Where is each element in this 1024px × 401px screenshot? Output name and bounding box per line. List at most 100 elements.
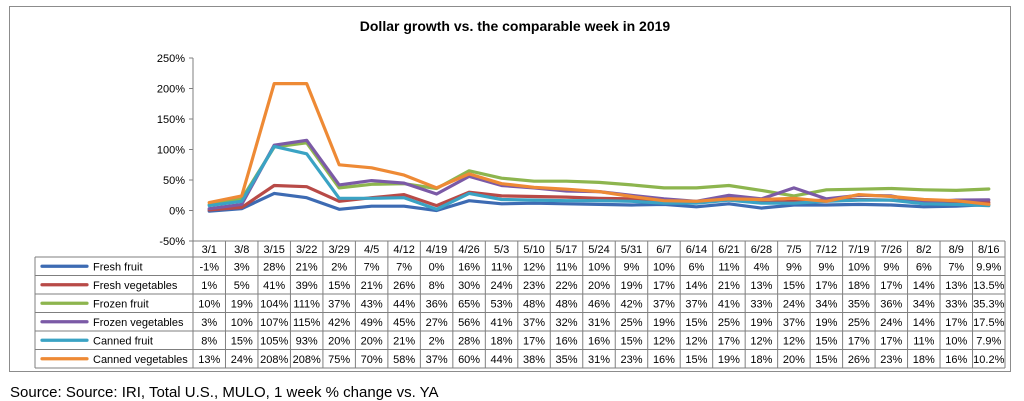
y-tick-label: 250% bbox=[157, 53, 185, 65]
x-tick-label: 6/14 bbox=[686, 244, 707, 256]
data-label: 111% bbox=[293, 298, 320, 310]
chart-frame: Dollar growth vs. the comparable week in… bbox=[9, 6, 1011, 401]
x-tick-label: 8/9 bbox=[949, 244, 964, 256]
data-label: 21% bbox=[393, 335, 415, 347]
source-note: Source: Source: IRI, Total U.S., MULO, 1… bbox=[10, 384, 439, 401]
data-label: 24% bbox=[491, 280, 513, 292]
data-label: 26% bbox=[393, 280, 415, 292]
data-label: 10% bbox=[945, 335, 967, 347]
data-label: 11% bbox=[491, 261, 512, 273]
legend-label: Frozen fruit bbox=[93, 298, 149, 310]
data-label: 10% bbox=[653, 261, 675, 273]
y-axis-ticks: 250% 200% 150% 100% 50% 0% -50% bbox=[157, 53, 193, 248]
data-label: 42% bbox=[620, 298, 642, 310]
data-label: 39% bbox=[296, 280, 318, 292]
data-label: 21% bbox=[296, 261, 318, 273]
data-label: 35% bbox=[848, 298, 870, 310]
data-label: 10% bbox=[231, 317, 253, 329]
data-label: 15% bbox=[231, 335, 253, 347]
x-tick-label: 4/26 bbox=[458, 244, 479, 256]
data-label: 27% bbox=[426, 317, 448, 329]
data-label: 10.2% bbox=[973, 354, 1004, 366]
data-label: 37% bbox=[685, 298, 707, 310]
data-label: 9% bbox=[883, 261, 899, 273]
data-label: 37% bbox=[783, 317, 805, 329]
data-label: 13% bbox=[945, 280, 967, 292]
y-tick-label: 100% bbox=[157, 145, 185, 157]
data-label: 6% bbox=[916, 261, 932, 273]
data-label: -1% bbox=[199, 261, 219, 273]
x-tick-label: 7/12 bbox=[816, 244, 837, 256]
data-label: 15% bbox=[783, 280, 805, 292]
data-label: 13% bbox=[198, 354, 220, 366]
data-label: 33% bbox=[750, 298, 772, 310]
data-label: 19% bbox=[815, 317, 837, 329]
data-label: 31% bbox=[588, 354, 610, 366]
x-tick-label: 4/19 bbox=[426, 244, 447, 256]
data-table: 3/1 3/8 3/15 3/22 3/29 4/5 4/12 4/19 4/26 5/3 5/10… bbox=[34, 240, 1006, 369]
series-line-frozen-fruit bbox=[207, 141, 991, 206]
data-label: 19% bbox=[718, 354, 740, 366]
data-label: 23% bbox=[620, 354, 642, 366]
chart-title: Dollar growth vs. the comparable week in… bbox=[360, 18, 671, 34]
data-label: 15% bbox=[685, 354, 707, 366]
data-label: 46% bbox=[588, 298, 610, 310]
x-tick-label: 5/10 bbox=[523, 244, 544, 256]
data-label: 20% bbox=[783, 354, 805, 366]
data-label: 32% bbox=[556, 317, 578, 329]
data-label: 23% bbox=[523, 280, 545, 292]
data-label: 17% bbox=[880, 335, 902, 347]
data-label: 14% bbox=[913, 280, 935, 292]
data-label: 10% bbox=[848, 261, 870, 273]
x-tick-label: 3/1 bbox=[202, 244, 217, 256]
data-label: 58% bbox=[393, 354, 415, 366]
data-label: 16% bbox=[458, 261, 480, 273]
data-label: 5% bbox=[234, 280, 250, 292]
data-label: 70% bbox=[361, 354, 383, 366]
data-label: 41% bbox=[491, 317, 513, 329]
data-label: 15% bbox=[328, 280, 350, 292]
data-label: 21% bbox=[361, 280, 383, 292]
x-tick-label: 7/19 bbox=[848, 244, 869, 256]
data-label: 12% bbox=[653, 335, 675, 347]
y-tick-label: 0% bbox=[169, 206, 185, 218]
data-label: 48% bbox=[556, 298, 578, 310]
data-label: 12% bbox=[750, 335, 772, 347]
data-label: 7% bbox=[364, 261, 380, 273]
data-label: 37% bbox=[653, 298, 675, 310]
y-tick-label: -50% bbox=[159, 236, 185, 248]
x-tick-label: 8/16 bbox=[978, 244, 999, 256]
data-label: 15% bbox=[815, 354, 837, 366]
data-label: 105% bbox=[260, 335, 288, 347]
y-tick-label: 50% bbox=[163, 175, 185, 187]
x-tick-label: 5/17 bbox=[556, 244, 577, 256]
data-label: 9% bbox=[818, 261, 834, 273]
data-label: 17% bbox=[718, 335, 740, 347]
data-label: 8% bbox=[429, 280, 445, 292]
series-line-fresh-fruit bbox=[207, 191, 991, 213]
data-label: 36% bbox=[426, 298, 448, 310]
data-label: 19% bbox=[620, 280, 642, 292]
data-label: 37% bbox=[523, 317, 545, 329]
data-label: 107% bbox=[260, 317, 288, 329]
data-label: 19% bbox=[750, 317, 772, 329]
data-label: 44% bbox=[491, 354, 513, 366]
x-tick-label: 3/22 bbox=[296, 244, 317, 256]
data-label: 2% bbox=[331, 261, 347, 273]
data-label: 1% bbox=[201, 280, 217, 292]
data-label: 17% bbox=[848, 335, 870, 347]
y-tick-label: 200% bbox=[157, 84, 185, 96]
data-label: 17% bbox=[880, 280, 902, 292]
data-label: 208% bbox=[293, 354, 321, 366]
data-label: 31% bbox=[588, 317, 610, 329]
data-label: 18% bbox=[913, 354, 935, 366]
data-label: 18% bbox=[750, 354, 772, 366]
data-label: 43% bbox=[361, 298, 383, 310]
data-label: 48% bbox=[523, 298, 545, 310]
data-label: 22% bbox=[556, 280, 578, 292]
data-label: 7% bbox=[396, 261, 412, 273]
data-label: 17.5% bbox=[973, 317, 1004, 329]
legend-label: Fresh vegetables bbox=[93, 280, 178, 292]
x-tick-label: 6/21 bbox=[718, 244, 739, 256]
data-label: 44% bbox=[393, 298, 415, 310]
